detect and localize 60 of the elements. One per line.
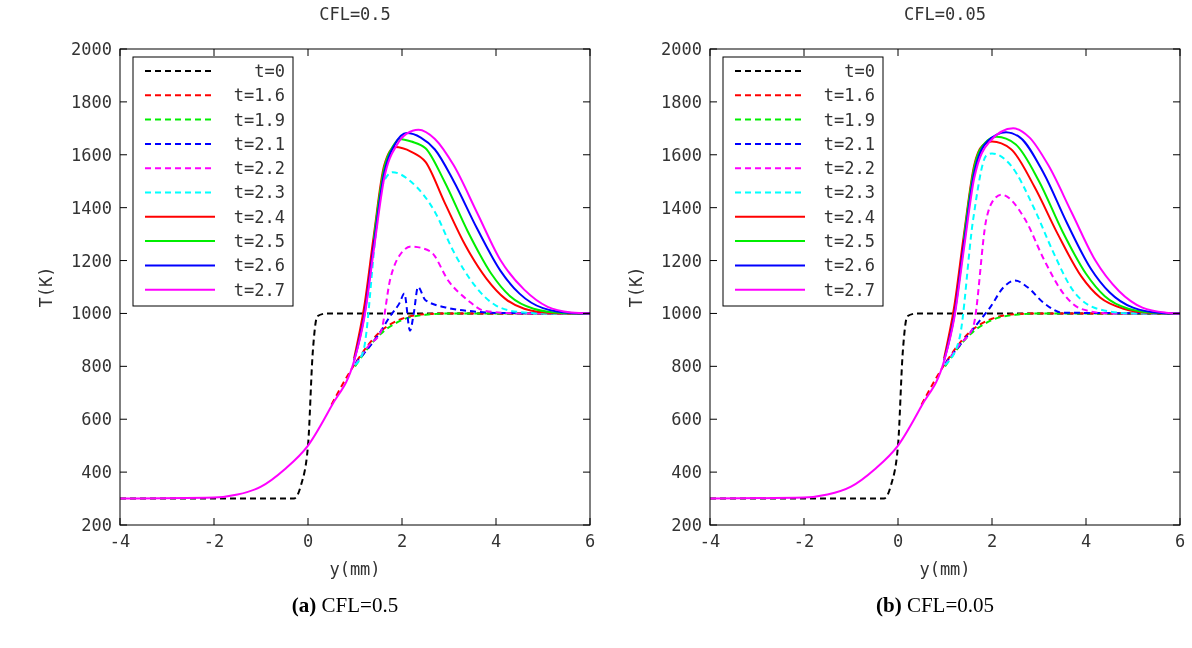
x-tick-label: 0 xyxy=(892,531,904,551)
y-axis-title: T(K) xyxy=(36,266,56,308)
y-tick-label: 600 xyxy=(671,409,702,430)
legend-label: t=2.6 xyxy=(823,255,875,276)
y-tick-label: 1400 xyxy=(71,197,112,218)
legend-label: t=2.3 xyxy=(233,182,285,203)
legend-label: t=2.7 xyxy=(823,279,875,300)
y-tick-label: 600 xyxy=(81,409,112,430)
x-tick-label: 4 xyxy=(490,531,502,551)
x-tick-label: -4 xyxy=(109,531,131,551)
legend-label: t=2.2 xyxy=(233,158,285,179)
x-tick-label: -2 xyxy=(203,531,225,551)
text: (b) CFL=0.05 xyxy=(875,593,995,617)
y-tick-label: 1000 xyxy=(661,303,702,324)
y-tick-label: 2000 xyxy=(71,38,112,59)
legend-label: t=2.1 xyxy=(233,133,285,154)
x-axis-title: y(mm) xyxy=(329,559,381,579)
legend-label: t=1.6 xyxy=(233,85,285,106)
legend-label: t=2.5 xyxy=(233,231,285,252)
x-tick-label: 6 xyxy=(1174,531,1186,551)
x-tick-label: -2 xyxy=(793,531,815,551)
y-tick-label: 1600 xyxy=(71,144,112,165)
chart-title: CFL=0.5 xyxy=(319,4,391,24)
y-tick-label: 1000 xyxy=(71,303,112,324)
y-tick-label: 1400 xyxy=(661,197,702,218)
y-tick-label: 200 xyxy=(81,514,112,535)
legend-label: t=2.2 xyxy=(823,158,875,179)
y-tick-label: 400 xyxy=(671,462,702,483)
y-tick-label: 1800 xyxy=(661,91,702,112)
legend-label: t=2.6 xyxy=(233,255,285,276)
legend-label: t=2.5 xyxy=(823,231,875,252)
legend-label: t=2.7 xyxy=(233,279,285,300)
y-tick-label: 200 xyxy=(671,514,702,535)
y-tick-label: 1800 xyxy=(71,91,112,112)
legend-label: t=2.3 xyxy=(823,182,875,203)
x-tick-label: -4 xyxy=(699,531,721,551)
chart-title: CFL=0.05 xyxy=(904,4,986,24)
legend-label: t=2.4 xyxy=(233,206,285,227)
x-axis-title: y(mm) xyxy=(919,559,971,579)
legend-label: t=1.9 xyxy=(233,109,285,130)
legend-label: t=2.4 xyxy=(823,206,875,227)
y-tick-label: 800 xyxy=(81,356,112,377)
x-tick-label: 2 xyxy=(986,531,998,551)
x-tick-label: 6 xyxy=(584,531,596,551)
y-tick-label: 2000 xyxy=(661,38,702,59)
x-tick-label: 0 xyxy=(302,531,314,551)
x-tick-label: 2 xyxy=(396,531,408,551)
y-tick-label: 1200 xyxy=(661,250,702,271)
legend-label: t=1.9 xyxy=(823,109,875,130)
y-tick-label: 800 xyxy=(671,356,702,377)
legend-label: t=2.1 xyxy=(823,133,875,154)
y-axis-title: T(K) xyxy=(626,266,646,308)
legend-label: t=0 xyxy=(254,60,285,81)
legend-label: t=0 xyxy=(844,60,875,81)
legend-label: t=1.6 xyxy=(823,85,875,106)
y-tick-label: 400 xyxy=(81,462,112,483)
x-tick-label: 4 xyxy=(1080,531,1092,551)
text: (a) CFL=0.5 xyxy=(291,593,399,617)
y-tick-label: 1200 xyxy=(71,250,112,271)
y-tick-label: 1600 xyxy=(661,144,702,165)
